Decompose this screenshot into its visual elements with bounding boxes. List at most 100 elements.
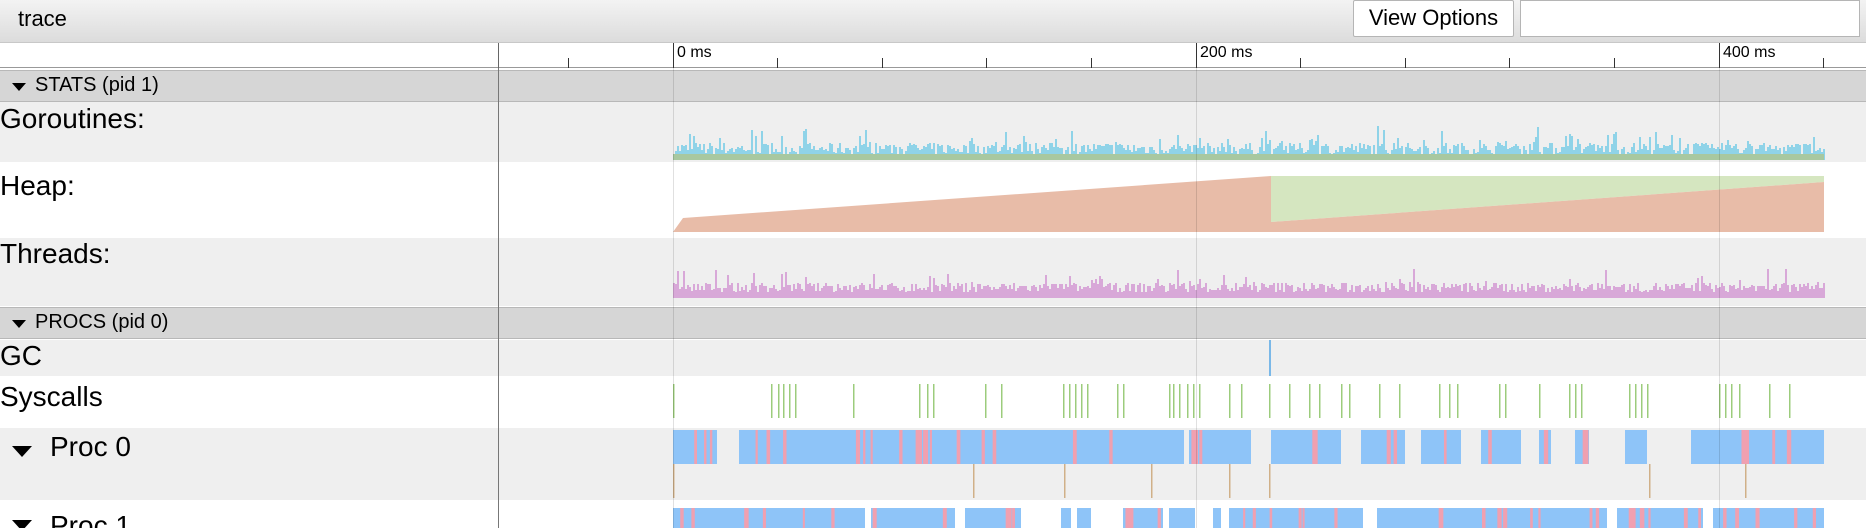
proc1-slice-red — [1639, 508, 1645, 528]
goroutines-bar — [1141, 147, 1143, 160]
threads-bar — [787, 285, 789, 298]
goroutines-bar — [1171, 147, 1173, 160]
threads-bar — [1247, 287, 1249, 298]
goroutines-bar — [1425, 146, 1427, 160]
threads-bar — [1215, 290, 1217, 298]
proc1-slice-red — [1125, 508, 1130, 528]
stats-group-header[interactable]: STATS (pid 1) — [0, 70, 1866, 102]
threads-bar — [989, 287, 991, 298]
threads-bar — [1403, 284, 1405, 298]
threads-bar — [1319, 284, 1321, 298]
syscall-slice — [1505, 384, 1507, 418]
threads-bar — [1363, 290, 1365, 298]
goroutines-bar — [1537, 127, 1539, 160]
goroutines-bar — [1265, 131, 1267, 160]
threads-bar — [975, 292, 977, 298]
threads-bar — [1699, 291, 1701, 298]
threads-bar — [1641, 292, 1643, 298]
syscall-slice — [1001, 384, 1003, 418]
threads-bar — [1387, 288, 1389, 298]
goroutines-bar — [1115, 142, 1117, 160]
goroutines-bar — [1195, 145, 1197, 160]
threads-bar — [1501, 284, 1503, 298]
threads-bar — [1099, 276, 1101, 298]
syscall-slice — [853, 384, 855, 418]
goroutines-bar — [1281, 141, 1283, 160]
threads-bar — [1087, 286, 1089, 298]
goroutines-bar — [771, 143, 773, 160]
proc0-caret-icon[interactable] — [12, 446, 32, 457]
goroutines-bar — [1023, 136, 1025, 160]
goroutines-bar — [1053, 147, 1055, 160]
threads-bar — [937, 286, 939, 298]
goroutines-bar — [821, 147, 823, 160]
threads-bar — [1017, 288, 1019, 298]
threads-bar — [903, 287, 905, 298]
threads-bar — [1447, 287, 1449, 298]
goroutines-bar — [1799, 145, 1801, 160]
threads-bar — [1347, 292, 1349, 298]
threads-bar — [999, 287, 1001, 298]
threads-bar — [967, 292, 969, 298]
threads-bar — [1133, 284, 1135, 298]
syscall-slice — [1075, 384, 1077, 418]
threads-bar — [1761, 286, 1763, 298]
search-input[interactable] — [1520, 0, 1860, 37]
threads-bar — [1675, 284, 1677, 298]
gc-slice-area[interactable] — [499, 340, 1866, 376]
goroutines-bar — [1605, 146, 1607, 160]
goroutines-bar — [1585, 147, 1587, 160]
proc1-caret-icon[interactable] — [12, 520, 32, 528]
goroutines-bar — [1711, 144, 1713, 160]
goroutines-bar — [1381, 144, 1383, 160]
heap-counter-chart — [673, 176, 1824, 232]
proc0-slice-area[interactable] — [499, 428, 1866, 500]
procs-group-header[interactable]: PROCS (pid 0) — [0, 307, 1866, 339]
collapse-caret-icon[interactable] — [12, 83, 26, 91]
timeline-ruler[interactable]: 0 ms 200 ms 400 ms — [0, 43, 1866, 68]
ruler-tick — [1614, 58, 1615, 68]
goroutines-bar — [1093, 144, 1095, 160]
goroutines-bar — [1323, 146, 1325, 160]
heap-counter-area[interactable] — [499, 162, 1866, 238]
threads-bar — [1629, 284, 1631, 298]
goroutines-bar — [1279, 143, 1281, 160]
ruler-tick — [1091, 58, 1092, 68]
goroutines-bar — [911, 145, 913, 160]
goroutines-bar — [1285, 146, 1287, 160]
threads-counter-area[interactable] — [499, 238, 1866, 306]
threads-bar — [1061, 284, 1063, 298]
threads-bar — [1539, 287, 1541, 298]
goroutines-bar — [1767, 147, 1769, 160]
threads-bar — [1345, 283, 1347, 298]
goroutines-bar — [1223, 147, 1225, 160]
goroutines-bar — [1543, 147, 1545, 160]
goroutines-bar — [1501, 145, 1503, 160]
proc1-slice-area[interactable] — [499, 500, 1866, 528]
goroutines-counter-area[interactable] — [499, 102, 1866, 162]
threads-bar — [853, 287, 855, 298]
goroutines-bar — [693, 136, 695, 160]
proc0-slice-red — [1193, 430, 1199, 464]
threads-bar — [1437, 290, 1439, 298]
goroutines-bar — [1127, 145, 1129, 160]
threads-bar — [1623, 284, 1625, 298]
view-options-button[interactable]: View Options — [1353, 0, 1514, 37]
threads-bar — [1021, 286, 1023, 298]
threads-bar — [1287, 285, 1289, 298]
threads-bar — [679, 289, 681, 298]
threads-bar — [793, 284, 795, 298]
goroutines-bar — [1311, 139, 1313, 160]
goroutines-bar — [1707, 145, 1709, 160]
threads-bar — [991, 290, 993, 298]
syscalls-slice-area[interactable] — [499, 376, 1866, 428]
goroutines-bar — [1143, 147, 1145, 160]
syscalls-track: Syscalls — [0, 376, 1866, 428]
threads-bar — [1327, 286, 1329, 298]
syscall-slice — [927, 384, 929, 418]
goroutines-bar — [1277, 146, 1279, 160]
collapse-caret-icon[interactable] — [12, 320, 26, 328]
procs-group-label: PROCS (pid 0) — [35, 311, 169, 333]
goroutines-bar — [1703, 144, 1705, 160]
syscall-slice — [1647, 384, 1649, 418]
